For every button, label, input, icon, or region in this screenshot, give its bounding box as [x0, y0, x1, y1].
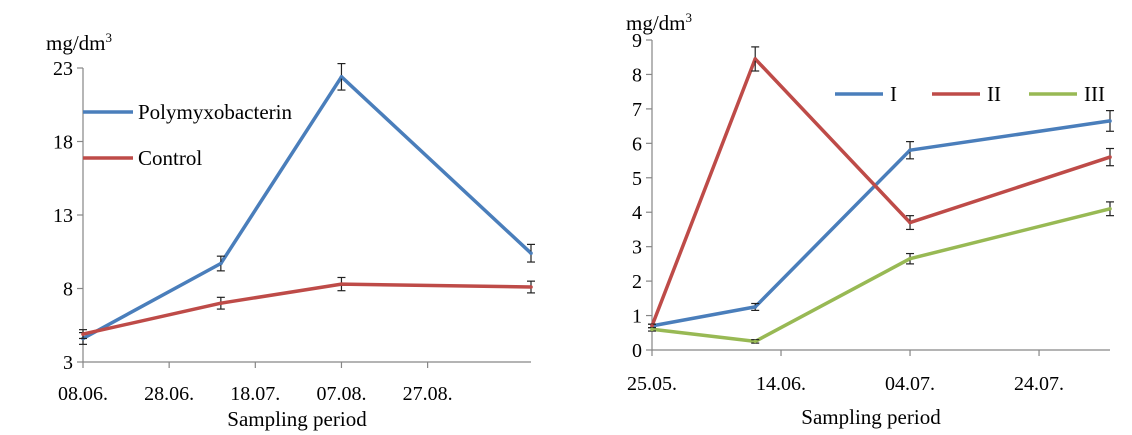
data-point — [908, 220, 912, 225]
y-tick-label: 3 — [63, 352, 73, 374]
unit-text: mg/dm — [46, 31, 106, 55]
series-line — [82, 282, 532, 336]
x-tick-label: 24.07. — [1014, 373, 1064, 395]
legend-label: Control — [138, 146, 202, 170]
unit-superscript: 3 — [106, 30, 113, 45]
data-point — [529, 251, 533, 256]
x-tick-label: 08.06. — [58, 383, 108, 405]
y-tick-label: 13 — [53, 205, 73, 227]
y-tick-label: 1 — [632, 306, 642, 328]
x-tick-label: 27.08. — [403, 383, 453, 405]
legend-label: III — [1084, 82, 1105, 106]
y-tick-label: 7 — [632, 99, 642, 121]
legend-label: II — [987, 82, 1001, 106]
y-tick-label: 23 — [53, 58, 73, 80]
data-point — [908, 256, 912, 261]
y-axis-unit-label: mg/dm3 — [46, 30, 112, 55]
y-tick-label: 5 — [632, 168, 642, 190]
unit-text: mg/dm — [626, 11, 686, 35]
x-tick-label: 14.06. — [756, 373, 806, 395]
x-tick-label: 18.07. — [230, 383, 280, 405]
y-tick-label: 4 — [632, 202, 642, 224]
y-tick-label: 9 — [632, 30, 642, 52]
data-point — [81, 332, 85, 336]
data-point — [753, 339, 758, 344]
legend: I II III — [835, 82, 1105, 106]
data-point — [219, 301, 223, 306]
data-point — [753, 305, 758, 309]
series-2 — [79, 276, 535, 340]
data-point — [753, 57, 758, 61]
x-tick-label: 28.06. — [144, 383, 194, 405]
data-point — [1108, 119, 1112, 123]
y-tick-label: 18 — [53, 132, 73, 154]
data-point — [650, 327, 654, 332]
legend-label: Polymyxobacterin — [138, 100, 292, 124]
data-point — [339, 75, 344, 79]
y-tick-label: 8 — [632, 64, 642, 86]
y-axis-unit-label: mg/dm3 — [626, 10, 692, 35]
x-tick-label: 07.08. — [316, 383, 366, 405]
data-point — [339, 282, 344, 286]
x-axis-title: Sampling period — [227, 407, 367, 431]
chart-left: 3 8 13 18 23 08.06. 28.06. 18.07. 07.08. 27.08. Sa… — [46, 30, 535, 431]
legend: Polymyxobacterin Control — [83, 100, 292, 170]
y-tick-label: 0 — [632, 340, 642, 362]
series-line — [82, 75, 533, 341]
series-2 — [648, 46, 1114, 329]
y-tick-label: 2 — [632, 271, 642, 293]
y-tick-label: 3 — [632, 237, 642, 259]
data-point — [219, 261, 223, 266]
data-point — [1108, 206, 1112, 211]
data-point — [1108, 155, 1112, 159]
series-line — [650, 57, 1111, 327]
x-axis-title: Sampling period — [801, 405, 941, 429]
y-tick-label: 6 — [632, 133, 642, 155]
series-line — [651, 119, 1111, 328]
data-point — [650, 324, 654, 328]
series-1 — [648, 110, 1114, 329]
y-tick-label: 8 — [63, 279, 73, 301]
chart-right: 0 1 2 3 4 5 6 7 8 9 25.05. 14.06. 04.07. 24.07. Sampli… — [626, 10, 1114, 429]
data-point — [908, 148, 912, 153]
series-3 — [648, 201, 1114, 344]
unit-superscript: 3 — [686, 10, 693, 25]
legend-label: I — [890, 82, 897, 106]
data-point — [529, 285, 533, 289]
series-line — [651, 207, 1111, 344]
x-tick-label: 04.07. — [885, 373, 935, 395]
x-tick-label: 25.05. — [627, 373, 677, 395]
